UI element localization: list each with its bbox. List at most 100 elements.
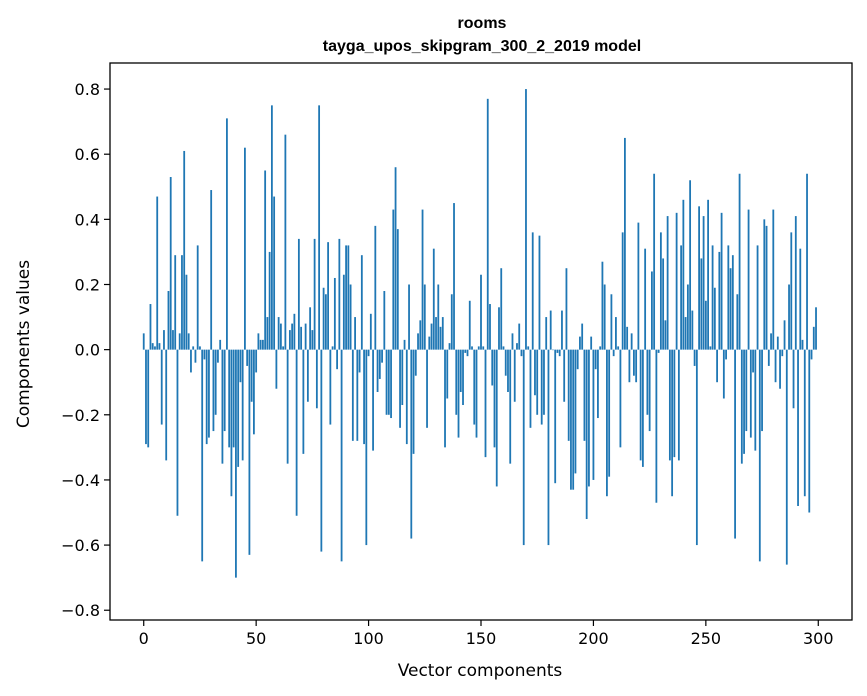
bar	[181, 255, 183, 350]
bar	[592, 349, 595, 480]
y-tick-label: −0.2	[61, 406, 100, 425]
bar	[767, 349, 770, 366]
bar	[727, 245, 730, 350]
bar	[718, 251, 721, 350]
y-tick-label: 0.8	[75, 80, 100, 99]
x-tick-label: 200	[578, 629, 609, 648]
bar	[711, 245, 714, 350]
bar	[646, 349, 649, 415]
bar	[421, 209, 424, 350]
bar	[165, 349, 168, 461]
bar	[722, 349, 725, 399]
bar	[327, 242, 329, 350]
x-tick-label: 100	[353, 629, 384, 648]
bar	[770, 333, 772, 350]
bar	[648, 349, 651, 432]
bar	[806, 173, 808, 350]
bar	[363, 349, 365, 445]
bar	[475, 349, 478, 438]
bar	[738, 173, 741, 350]
bar	[253, 349, 255, 435]
y-tick-label: 0.4	[75, 210, 100, 229]
bar	[383, 291, 386, 350]
bar	[178, 333, 181, 350]
bar	[300, 326, 303, 350]
bar	[617, 346, 620, 350]
bar	[779, 349, 781, 389]
bar	[351, 349, 354, 441]
bar	[311, 330, 314, 350]
bar	[583, 349, 586, 441]
bar	[306, 349, 309, 402]
bar	[606, 349, 608, 497]
bar	[612, 349, 615, 357]
bar	[567, 349, 570, 441]
bar	[163, 330, 165, 350]
bar	[297, 238, 300, 350]
bar	[414, 349, 417, 376]
bar	[401, 349, 404, 406]
bar	[405, 349, 408, 445]
bar	[235, 349, 237, 578]
bar	[666, 216, 669, 350]
bar	[709, 346, 712, 350]
bar	[477, 346, 480, 350]
bar	[536, 349, 539, 415]
bar	[525, 89, 527, 350]
bar	[318, 105, 321, 350]
bar	[149, 304, 152, 350]
bar	[734, 349, 736, 539]
bar	[534, 349, 536, 396]
bar	[556, 349, 559, 353]
bar	[486, 98, 489, 350]
bar	[756, 245, 759, 350]
y-tick-label: 0.2	[75, 275, 100, 294]
x-tick-label: 150	[466, 629, 497, 648]
bar	[765, 225, 768, 350]
bar	[504, 349, 507, 376]
bar	[484, 349, 487, 458]
bar	[313, 238, 316, 350]
bar	[581, 323, 584, 350]
bar	[345, 245, 347, 350]
bar	[381, 349, 383, 363]
bar	[644, 248, 647, 350]
bar	[677, 349, 680, 461]
bar	[396, 229, 399, 350]
bar	[270, 105, 273, 350]
bar	[716, 349, 718, 383]
bar	[354, 317, 356, 350]
bar	[689, 180, 692, 350]
bar	[304, 323, 307, 350]
bar	[201, 349, 204, 562]
bar	[187, 333, 190, 350]
bar	[288, 330, 291, 350]
bar	[635, 349, 638, 383]
bar	[675, 212, 678, 350]
bar	[349, 284, 352, 350]
y-tick-label: 0.0	[75, 341, 100, 360]
bar	[387, 349, 390, 415]
bar	[154, 346, 156, 350]
bar	[147, 349, 150, 448]
bar	[527, 346, 530, 350]
bar	[570, 349, 572, 490]
chart-title: rooms	[458, 15, 507, 32]
bar	[794, 216, 797, 350]
bar	[444, 349, 446, 448]
bar	[248, 349, 251, 555]
bar	[502, 346, 505, 350]
bar	[758, 349, 761, 562]
bar	[394, 167, 397, 350]
bar	[255, 349, 258, 373]
bar	[641, 349, 644, 467]
bar	[749, 349, 752, 438]
bar	[659, 232, 662, 350]
bar	[725, 349, 727, 360]
bar	[392, 209, 395, 350]
bar	[376, 349, 379, 392]
bar	[158, 343, 161, 350]
bar	[169, 177, 172, 350]
y-tick-label: 0.6	[75, 145, 100, 164]
bar	[208, 349, 210, 438]
